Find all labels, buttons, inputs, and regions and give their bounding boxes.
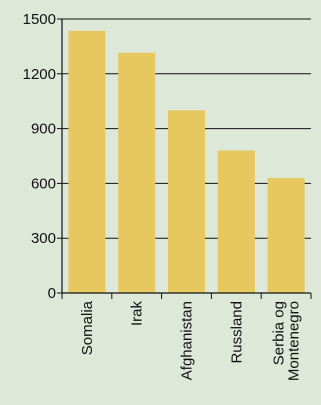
x-category-label: Afghanistan [179, 301, 196, 380]
x-category-label: Irak [129, 301, 146, 327]
bar-russland [217, 150, 255, 293]
bar-somalia [68, 30, 106, 294]
bar-serbia-og-montenegro [267, 177, 305, 293]
y-tick-label: 1500 [23, 11, 56, 28]
y-tick-label: 900 [31, 121, 56, 138]
bar-afghanistan [168, 110, 205, 293]
y-tick-label: 300 [31, 230, 56, 247]
x-category-label: Serbia ogMontenegro [271, 301, 303, 381]
y-tick-label: 1200 [23, 66, 56, 83]
y-tick-label: 0 [48, 285, 56, 302]
bars [68, 30, 305, 294]
labels: 0 300 600 900 1200 1500 Somalia Irak Afghanistan… [23, 11, 303, 381]
x-category-label: Somalia [79, 300, 96, 355]
y-tick-label: 600 [31, 175, 56, 192]
bar-irak [118, 52, 156, 293]
axes [57, 18, 312, 299]
x-category-label: Russland [228, 301, 245, 364]
